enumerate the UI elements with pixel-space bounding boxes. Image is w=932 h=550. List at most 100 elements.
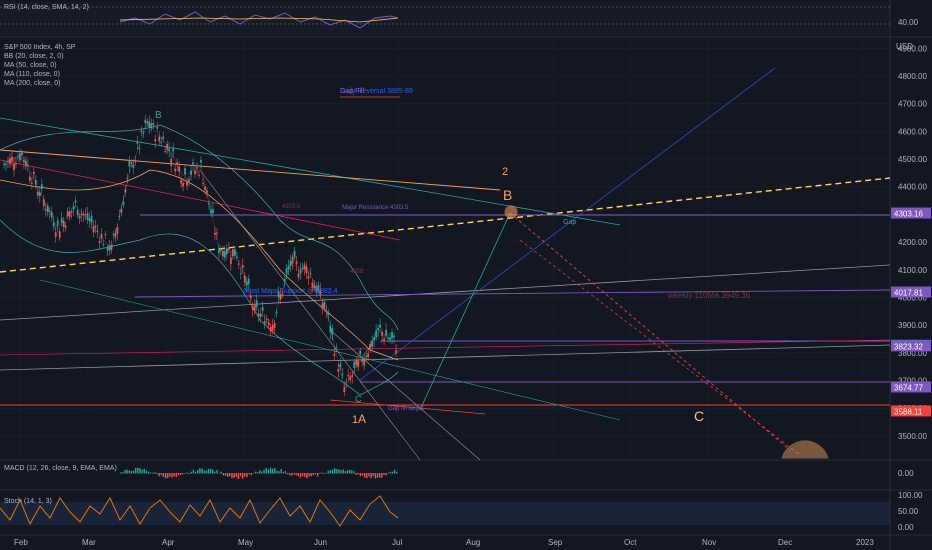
macd-bar	[387, 472, 389, 474]
macd-bar	[308, 473, 310, 477]
macd-bar	[274, 468, 276, 474]
price-line	[3, 122, 399, 390]
currency-label: USD	[896, 42, 913, 51]
candle-body	[110, 244, 113, 250]
candle-body	[293, 250, 296, 258]
macd-bar	[263, 469, 265, 474]
candle-body	[204, 186, 206, 190]
candle-body	[190, 170, 192, 176]
macd-bar	[246, 473, 248, 478]
macd-bar	[175, 473, 178, 477]
time-axis: Feb Mar Apr May Jun Jul Aug Sep Oct Nov Dec 2023	[14, 538, 874, 547]
macd-bar	[282, 471, 285, 474]
candle-body	[66, 211, 69, 217]
macd-bar	[329, 470, 332, 474]
candle-body	[361, 360, 364, 362]
candle-body	[7, 160, 9, 162]
candle-body	[128, 160, 131, 167]
candle-body	[76, 209, 79, 216]
candle-body	[64, 225, 67, 228]
candle-body	[267, 322, 270, 326]
candle-body	[80, 213, 83, 216]
macd-legend: MACD (12, 26, close, 9, EMA, EMA)	[4, 464, 117, 473]
macd-bar	[212, 469, 214, 474]
legend-symbol: S&P 500 Index, 4h, SP	[4, 44, 76, 51]
candle-body	[343, 387, 346, 393]
macd-bar	[393, 469, 396, 474]
macd-bar	[280, 469, 282, 474]
macd-bar	[342, 469, 344, 474]
macd-bar	[120, 472, 122, 474]
macd-title: MACD (12, 26, close, 9, EMA, EMA)	[4, 465, 117, 472]
candle-body	[371, 340, 374, 347]
stoch-legend: Stoch (14, 1, 3)	[4, 497, 52, 506]
macd-bar	[128, 470, 130, 474]
stoch-label-100: 100.00	[898, 491, 923, 500]
macd-bar	[203, 470, 205, 474]
y-tick-label: 4100.00	[898, 266, 927, 275]
candle-body	[257, 313, 260, 317]
candle-body	[198, 174, 200, 176]
candle-body	[9, 158, 11, 165]
price-badge-label: 4017.81	[894, 289, 923, 298]
candle-body	[30, 182, 33, 184]
x-tick-label: Oct	[624, 538, 637, 547]
candle-body	[142, 132, 145, 134]
y-tick-label: 4700.00	[898, 100, 927, 109]
macd-bar	[321, 472, 323, 474]
x-tick-label: Dec	[778, 538, 792, 547]
annotation-label: Daily Reversal 3885-89	[340, 88, 413, 95]
macd-bar	[389, 471, 392, 474]
macd-bar	[147, 471, 150, 474]
candle-body	[221, 250, 224, 257]
macd-bar	[132, 470, 135, 474]
macd-bar	[179, 473, 182, 475]
macd-bar	[237, 473, 240, 479]
candle-body	[210, 210, 212, 214]
candle-body	[225, 248, 228, 255]
main-legend: S&P 500 Index, 4h, SP BB (20, close, 2, …	[4, 43, 75, 88]
candle-body	[216, 232, 218, 234]
macd-bar	[205, 470, 207, 474]
y-tick-label: 3800.00	[898, 349, 927, 358]
macd-bar	[261, 471, 263, 474]
macd-bar	[143, 468, 145, 474]
candle-body	[100, 233, 103, 239]
stoch-label-50: 50.00	[898, 507, 919, 516]
macd-bar	[299, 473, 302, 478]
macd-bar	[293, 473, 295, 475]
macd-bar	[361, 473, 364, 476]
candle-body	[21, 152, 23, 156]
candle-body	[229, 257, 232, 265]
macd-bar	[271, 468, 274, 474]
macd-bar	[316, 473, 319, 477]
annotation-label: 1	[352, 414, 358, 426]
candle-body	[363, 358, 366, 366]
candle-body	[138, 147, 141, 149]
candle-body	[122, 201, 125, 205]
candle-body	[311, 282, 314, 288]
candle-body	[381, 331, 383, 336]
candle-body	[132, 164, 135, 168]
candle-body	[160, 142, 163, 144]
macd-bar	[227, 473, 229, 477]
macd-bar	[383, 473, 385, 475]
candle-body	[297, 273, 300, 278]
macd-bar	[218, 472, 220, 474]
candle-body	[387, 338, 389, 340]
candle-body	[140, 130, 143, 132]
macd-bar	[314, 473, 317, 475]
candle-body	[188, 179, 190, 182]
candle-body	[120, 208, 123, 213]
y-tick-label: 4600.00	[898, 127, 927, 136]
candle-body	[158, 136, 161, 142]
price-badge	[891, 405, 931, 417]
candle-body	[393, 335, 395, 338]
macd-bar	[184, 473, 186, 474]
macd-bar	[286, 473, 289, 475]
macd-bar	[207, 469, 210, 474]
candle-body	[223, 251, 226, 258]
candle-body	[271, 325, 274, 331]
